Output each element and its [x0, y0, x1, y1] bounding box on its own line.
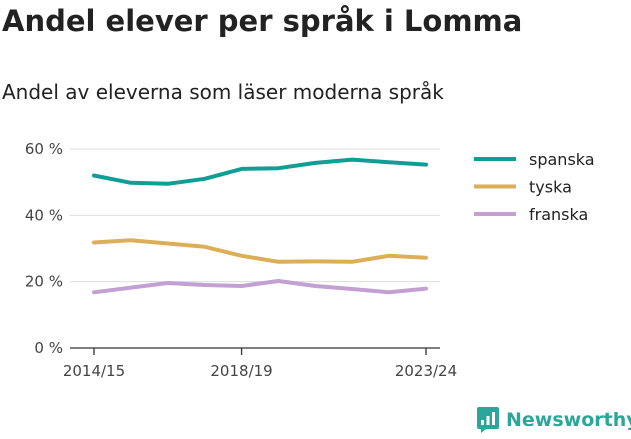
series-line-franska	[92, 279, 428, 295]
legend-label-spanska: spanska	[529, 150, 595, 169]
x-tick-label: 2014/15	[63, 362, 125, 380]
chart-title: Andel elever per språk i Lomma	[2, 4, 523, 38]
y-tick-label: 60 %	[25, 140, 63, 158]
x-tick-label: 2018/19	[210, 362, 272, 380]
brand-logo: Newsworthy	[476, 406, 631, 434]
newsworthy-logo-icon	[477, 407, 499, 433]
y-tick-label: 0 %	[34, 339, 63, 357]
series-line-tyska	[92, 238, 428, 264]
y-tick-label: 40 %	[25, 206, 63, 224]
series-line-spanska	[92, 157, 428, 186]
y-tick-label: 20 %	[25, 273, 63, 291]
brand-name: Newsworthy	[506, 409, 631, 431]
legend-label-tyska: tyska	[529, 178, 572, 197]
chart-subtitle: Andel av eleverna som läser moderna språ…	[2, 80, 444, 104]
x-tick-label: 2023/24	[395, 362, 457, 380]
legend-label-franska: franska	[529, 205, 588, 224]
